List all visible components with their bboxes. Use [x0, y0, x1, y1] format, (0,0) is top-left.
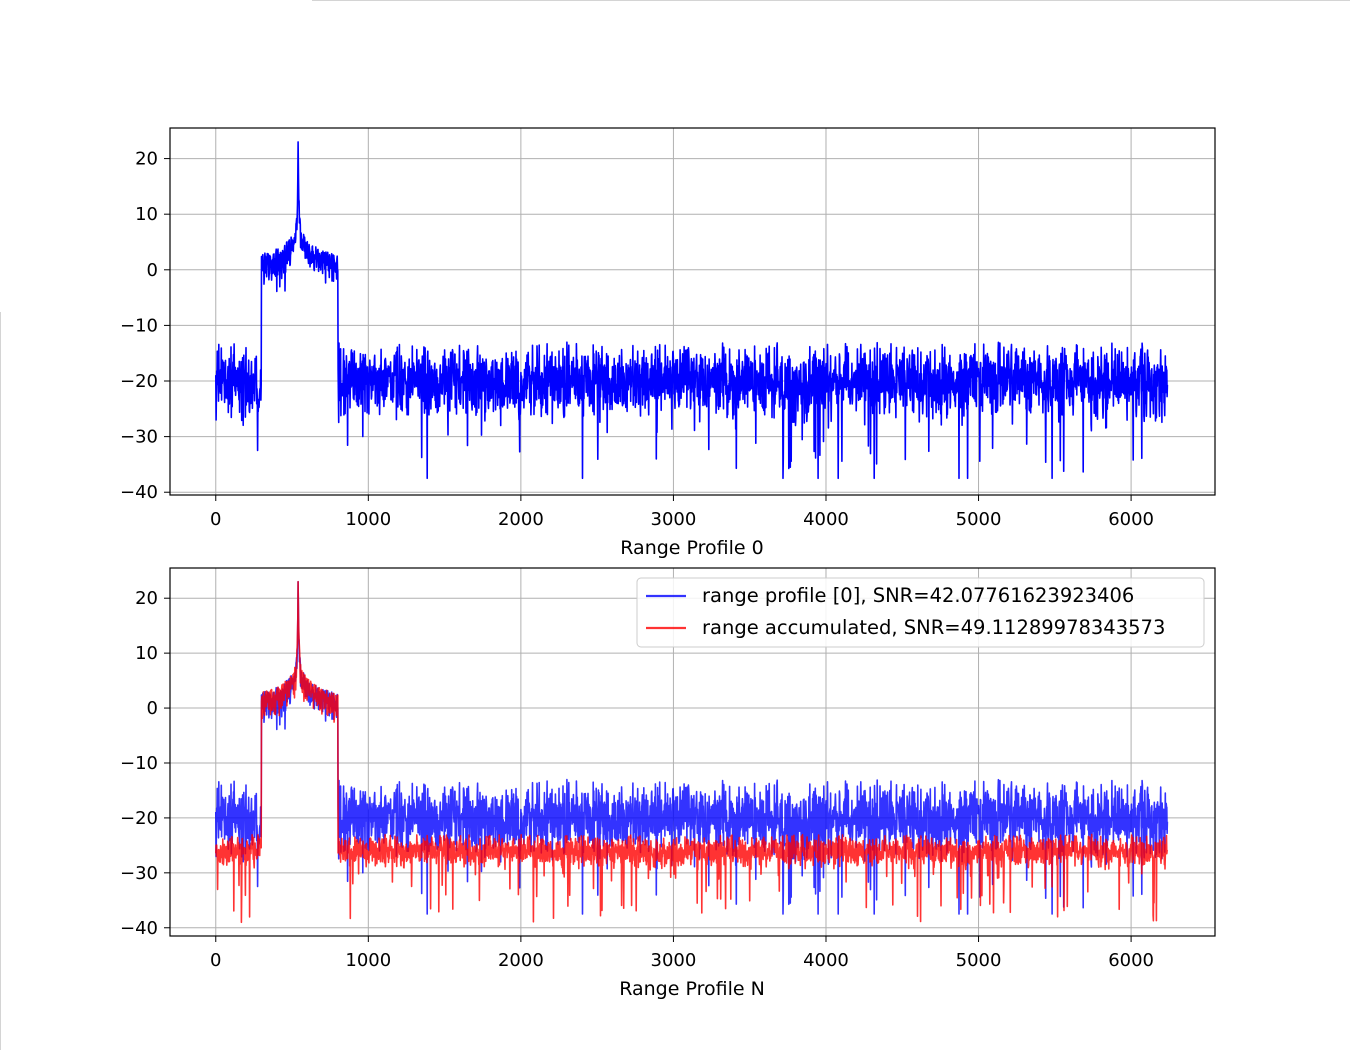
- x-tick-label: 2000: [498, 509, 544, 530]
- x-tick-label: 1000: [345, 950, 391, 971]
- y-tick-label: −10: [120, 315, 158, 336]
- y-tick-label: −20: [120, 371, 158, 392]
- legend-label-range-profile: range profile [0], SNR=42.07761623923406: [702, 584, 1134, 607]
- y-tick-label: −40: [120, 482, 158, 503]
- axes-range-profile-n: 0 1000 2000 3000 4000 5000 6000 −40 −30 −20 −10 0 10…: [120, 567, 1216, 1000]
- plot-lines: [215, 580, 1169, 924]
- series-line-range-accumulated: [215, 580, 1169, 924]
- grid-lines: [170, 128, 1215, 495]
- y-tick-label: −10: [120, 753, 158, 774]
- y-tick-label: 10: [135, 643, 158, 664]
- x-tick-label: 3000: [651, 950, 697, 971]
- y-tick-label: −40: [120, 918, 158, 939]
- y-tick-label: 0: [147, 260, 158, 281]
- x-tick-label: 5000: [956, 509, 1002, 530]
- frame-border-left: [0, 312, 1, 1050]
- frame-border-top: [312, 0, 1350, 1]
- x-tick-label: 1000: [345, 509, 391, 530]
- x-axis-label: Range Profile N: [619, 978, 765, 1000]
- x-tick-label: 4000: [803, 950, 849, 971]
- axes-frame: [169, 567, 1216, 937]
- series-line-range-profile: [215, 141, 1169, 480]
- x-tick-label: 6000: [1108, 950, 1154, 971]
- y-tick-label: 20: [135, 588, 158, 609]
- y-tick-label: −20: [120, 808, 158, 829]
- tick-marks: 0 1000 2000 3000 4000 5000 6000 −40 −30 −20 −10 0 10…: [120, 588, 1154, 971]
- axes-frame: [169, 127, 1216, 496]
- x-tick-label: 5000: [956, 950, 1002, 971]
- y-tick-label: 10: [135, 204, 158, 225]
- series-line-range-profile: [215, 580, 1169, 915]
- x-tick-label: 0: [210, 950, 221, 971]
- legend-label-range-accumulated: range accumulated, SNR=49.11289978343573: [702, 616, 1165, 639]
- legend-box: [636, 577, 1205, 648]
- y-tick-label: 0: [147, 698, 158, 719]
- y-tick-label: −30: [120, 863, 158, 884]
- x-axis-label: Range Profile 0: [620, 537, 763, 559]
- x-tick-label: 4000: [803, 509, 849, 530]
- tick-marks: 0 1000 2000 3000 4000 5000 6000 −40 −30 −20 −10 0 10…: [120, 149, 1154, 530]
- x-tick-label: 6000: [1108, 509, 1154, 530]
- y-tick-label: −30: [120, 427, 158, 448]
- x-tick-label: 0: [210, 509, 221, 530]
- x-tick-label: 3000: [651, 509, 697, 530]
- x-tick-label: 2000: [498, 950, 544, 971]
- plot-lines: [215, 141, 1169, 480]
- y-tick-label: 20: [135, 149, 158, 170]
- legend: range profile [0], SNR=42.07761623923406…: [636, 577, 1205, 648]
- axes-range-profile-0: 0 1000 2000 3000 4000 5000 6000 −40 −30 −20 −10 0 10…: [120, 127, 1216, 559]
